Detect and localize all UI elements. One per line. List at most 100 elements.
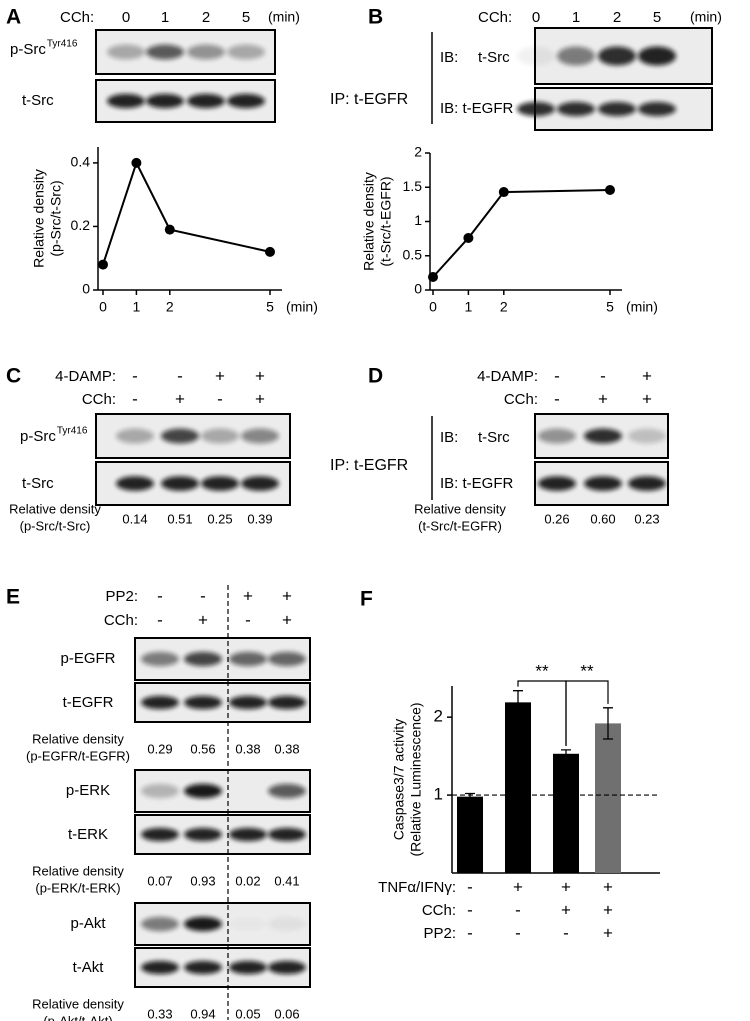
lane-label: 0 [122,9,130,26]
treatment-sign: - [157,610,163,629]
blot-label: t-ERK [68,826,108,843]
density-ratio: (p-EGFR/t-EGFR) [26,748,130,763]
blot-band [141,651,179,667]
error-bar [603,707,613,740]
treatment-sign: + [255,389,265,408]
treatment-label: CCh: [422,902,456,919]
blot-band [268,695,306,710]
bar [553,753,579,873]
lane-label: 1 [161,9,169,26]
density-label: Relative density [32,731,124,746]
treatment-sign: + [282,586,292,605]
y-tick-label: 0.5 [403,246,423,262]
x-tick-label: 5 [266,299,274,315]
x-tick-label: 1 [465,299,473,315]
ip-label: IP: t-EGFR [330,91,408,108]
blot-band [141,960,179,975]
treatment-label: 4-DAMP: [55,368,116,385]
blot-band [161,428,199,444]
density-label: Relative density [9,501,101,516]
data-point [428,271,438,282]
blot-label: p-Akt [70,915,106,932]
blot-band [268,960,306,975]
blot-band [141,783,179,799]
bar [505,702,531,873]
blot-band [141,827,179,842]
treatment-sign: + [198,610,208,629]
lane-label: 2 [202,9,210,26]
blot-label: t-Src [22,92,54,109]
treatment-sign: + [255,366,265,385]
treatment-sign: - [177,366,183,385]
treatment-sign: - [217,389,223,408]
x-tick-label: 5 [606,299,614,315]
treatment-label: PP2: [105,588,138,605]
density-value: 0.60 [590,511,615,526]
blot-label: IB: t-EGFR [440,100,514,117]
density-value: 0.39 [247,511,272,526]
panel-letter: C [6,365,21,388]
blot-band [107,93,145,109]
blot-band [229,695,267,710]
unit-label: (min) [690,9,722,25]
treatment-sign: + [215,366,225,385]
blot-band [557,101,595,117]
blot-label-sup: Tyr416 [47,39,78,50]
blot-band [184,783,222,799]
data-point [131,157,142,168]
density-value: 0.07 [147,873,172,888]
density-value: 0.56 [190,741,215,756]
blot-band [161,476,199,491]
blot-band [268,783,306,799]
blot-band [146,93,184,109]
density-value: 0.93 [190,873,215,888]
treatment-sign: + [603,900,613,919]
blot-band [141,695,179,710]
density-ratio: (p-Src/t-Src) [20,518,91,533]
treatment-label: CCh: [504,391,538,408]
blot-band [229,827,267,842]
blot-band [628,476,666,491]
significance-label: ** [535,661,549,680]
blot-label: t-Src [478,49,510,66]
treatment-sign: - [467,900,473,919]
treatment-label: CCh: [478,9,512,26]
data-point [98,259,108,270]
blot-band [538,476,576,491]
y-axis-label: Relative density [31,169,47,268]
treatment-sign: - [132,366,138,385]
lane-label: 2 [613,9,621,26]
density-value: 0.33 [147,1006,172,1021]
density-value: 0.25 [207,511,232,526]
blot-band [184,651,222,667]
treatment-sign: + [642,389,652,408]
y-axis-label: (t-Src/t-EGFR) [378,176,394,266]
blot-label: p-Src [20,428,56,445]
density-value: 0.51 [167,511,192,526]
y-axis-label: (Relative Luminescence) [408,702,424,856]
density-value: 0.23 [634,511,659,526]
density-label: Relative density [414,501,506,516]
blot-band [598,101,636,117]
blot-band [201,476,239,491]
blot-band [107,44,145,60]
blot-band [268,827,306,842]
density-ratio: (p-Akt/t-Akt) [43,1013,112,1021]
blot-band [638,101,676,117]
density-value: 0.14 [122,511,147,526]
treatment-label: PP2: [423,925,456,942]
blot-band [184,916,222,932]
treatment-sign: - [132,389,138,408]
blot-band [229,651,267,667]
blot-band [241,428,279,444]
x-axis-label: (min) [626,299,658,315]
density-value: 0.06 [274,1006,299,1021]
blot-band [184,695,222,710]
density-value: 0.29 [147,741,172,756]
treatment-sign: - [554,389,560,408]
treatment-sign: + [282,610,292,629]
error-bar [561,749,571,759]
y-axis-label: Relative density [361,172,377,271]
x-axis-label: (min) [286,299,318,315]
blot-label: t-Src [478,429,510,446]
